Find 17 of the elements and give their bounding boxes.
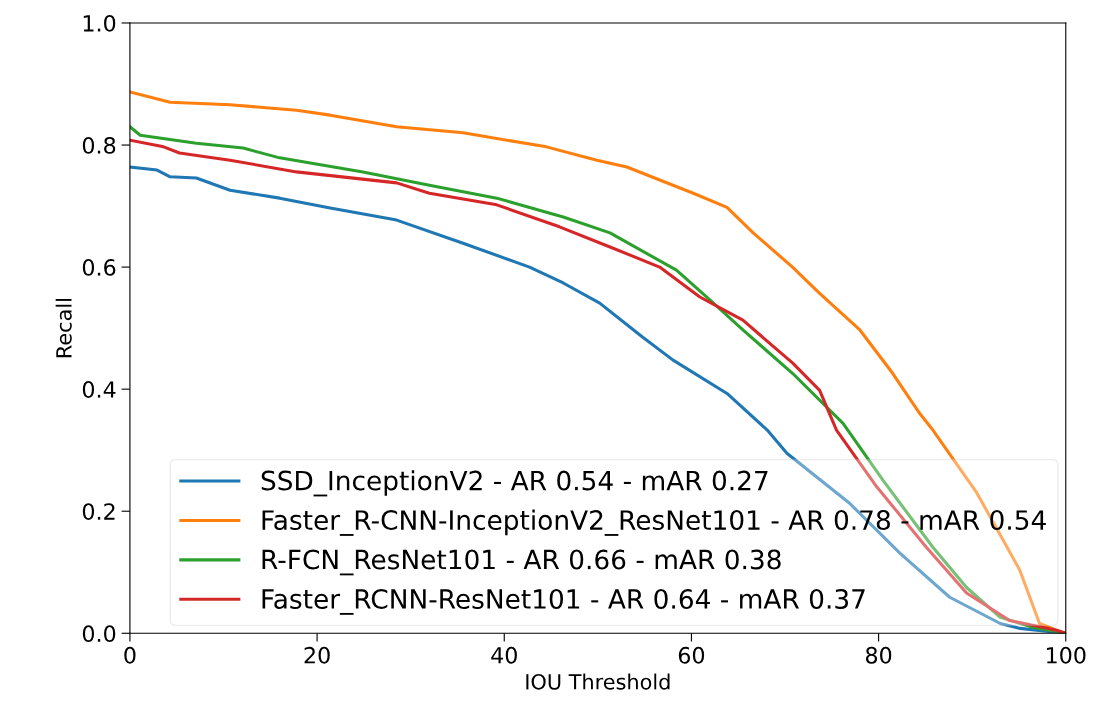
x-tick-label: 40 bbox=[491, 646, 517, 664]
legend-label: SSD_InceptionV2 - AR 0.54 - mAR 0.27 bbox=[261, 470, 768, 497]
y-axis-title: Recall bbox=[55, 299, 72, 358]
legend-label: Faster_RCNN-ResNet101 - AR 0.64 - mAR 0.37 bbox=[262, 589, 865, 615]
y-tick-label: 0.0 bbox=[82, 625, 116, 643]
y-tick-label: 0.2 bbox=[82, 503, 115, 520]
y-tick-label: 0.6 bbox=[82, 259, 116, 276]
y-tick-label: 1.0 bbox=[83, 14, 116, 32]
x-tick-label: 80 bbox=[865, 646, 892, 664]
y-tick-label: 0.8 bbox=[82, 136, 116, 154]
x-tick-label: 20 bbox=[304, 646, 330, 664]
legend-label: R-FCN_ResNet101 - AR 0.66 - mAR 0.38 bbox=[262, 549, 781, 576]
x-tick-label: 60 bbox=[678, 646, 705, 664]
x-tick-label: 0 bbox=[124, 646, 136, 664]
x-tick-label: 100 bbox=[1047, 646, 1086, 664]
y-tick-label: 0.4 bbox=[82, 381, 116, 398]
x-axis-title: IOU Threshold bbox=[526, 673, 670, 690]
